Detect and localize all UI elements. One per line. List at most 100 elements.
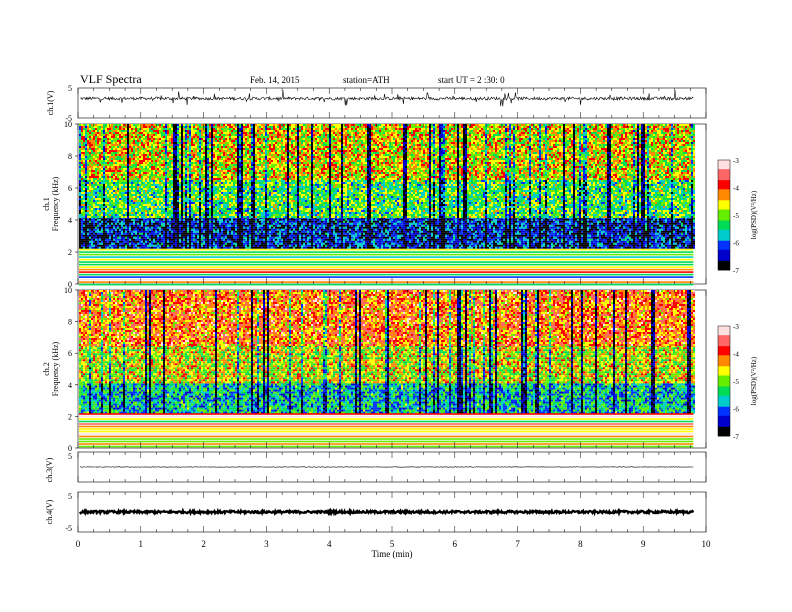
spectrogram-cell (99, 172, 101, 174)
spectrogram-cell (85, 192, 87, 194)
spectrogram-cell (95, 154, 97, 156)
spectrogram-cell (87, 239, 89, 241)
spectrogram-cell (93, 166, 95, 168)
spectrogram-cell (87, 247, 89, 249)
spectrogram-cell (97, 208, 99, 210)
spectrogram-cell (103, 150, 105, 152)
spectrogram-cell (87, 214, 89, 216)
spectrogram-cell (97, 126, 99, 128)
spectrogram-cell (89, 152, 91, 154)
spectrogram-cell (95, 148, 97, 150)
spectrogram-cell (103, 180, 105, 182)
spectrogram-cell (101, 144, 103, 146)
spectrogram-cell (103, 164, 105, 166)
spectrogram-cell (93, 178, 95, 180)
spectrogram-cell (105, 132, 107, 134)
spectrogram-cell (83, 170, 85, 172)
spectrogram-cell (83, 247, 85, 249)
spectrogram-cell (87, 208, 89, 210)
spectrogram-cell (81, 134, 83, 136)
spectrogram-cell (103, 130, 105, 132)
spectrogram-cell (81, 194, 83, 196)
spectrogram-cell (101, 208, 103, 210)
spectrogram-cell (93, 243, 95, 245)
spectrogram-cell (85, 200, 87, 202)
spectrogram-cell (89, 239, 91, 241)
spectrogram-cell (81, 196, 83, 198)
spectrogram-cell (101, 198, 103, 200)
spectrogram-cell (79, 134, 81, 136)
spectrogram-cell (99, 200, 101, 202)
spectrogram-cell (93, 174, 95, 176)
spectrogram-cell (103, 210, 105, 212)
spectrogram-cell (85, 247, 87, 249)
spectrogram-cell (79, 237, 81, 239)
spectrogram-cell (105, 184, 107, 186)
spectrogram-cell (91, 235, 93, 237)
spectrogram-cell (103, 229, 105, 231)
spectrogram-cell (91, 184, 93, 186)
spectrogram-cell (91, 210, 93, 212)
spectrogram-cell (101, 130, 103, 132)
spectrogram-cell (89, 188, 91, 190)
spectrogram-cell (83, 158, 85, 160)
spectrogram-cell (103, 156, 105, 158)
spectrogram-cell (81, 182, 83, 184)
spectrogram-cell (97, 138, 99, 140)
spectrogram-cell (95, 227, 97, 229)
spectrogram-cell (81, 243, 83, 245)
spectrogram-cell (89, 146, 91, 148)
spectrogram-cell (81, 132, 83, 134)
spectrogram-cell (105, 196, 107, 198)
spectrogram-cell (89, 247, 91, 249)
spectrogram-cell (105, 186, 107, 188)
spectrogram-cell (85, 128, 87, 130)
spectrogram-cell (93, 227, 95, 229)
spectrogram-cell (101, 186, 103, 188)
spectrogram-cell (81, 168, 83, 170)
spectrogram-cell (93, 124, 95, 126)
spectrogram-cell (91, 198, 93, 200)
spectrogram-cell (95, 172, 97, 174)
spectrogram-cell (81, 166, 83, 168)
spectrogram-cell (93, 196, 95, 198)
spectrogram-cell (103, 136, 105, 138)
spectrogram-cell (105, 190, 107, 192)
spectrogram-cell (105, 216, 107, 218)
spectrogram-cell (103, 216, 105, 218)
spectrogram-cell (81, 164, 83, 166)
spectrogram-cell (91, 170, 93, 172)
spectrogram-cell (99, 126, 101, 128)
spectrogram-cell (83, 188, 85, 190)
spectrogram-cell (97, 140, 99, 142)
spectrogram-cell (99, 138, 101, 140)
spectrogram-cell (101, 227, 103, 229)
spectrogram-cell (95, 166, 97, 168)
spectrogram-cell (95, 233, 97, 235)
spectrogram-cell (83, 142, 85, 144)
spectrogram-cell (103, 124, 105, 126)
spectrogram-cell (85, 178, 87, 180)
spectrogram-cell (83, 138, 85, 140)
spectrogram-cell (79, 156, 81, 158)
spectrogram-cell (81, 126, 83, 128)
spectrogram-cell (93, 221, 95, 223)
spectrogram-cell (81, 150, 83, 152)
spectrogram-cell (101, 134, 103, 136)
spectrogram-cell (103, 233, 105, 235)
spectrogram-cell (85, 146, 87, 148)
spectrogram-cell (79, 166, 81, 168)
spectrogram-cell (93, 247, 95, 249)
spectrogram-cell (87, 184, 89, 186)
spectrogram-cell (81, 206, 83, 208)
spectrogram-cell (103, 178, 105, 180)
spectrogram-cell (103, 212, 105, 214)
spectrogram-cell (99, 132, 101, 134)
spectrogram-cell (91, 204, 93, 206)
spectrogram-cell (95, 237, 97, 239)
spectrogram-cell (81, 216, 83, 218)
spectrogram-cell (79, 216, 81, 218)
spectrogram-cell (79, 162, 81, 164)
spectrogram-cell (101, 140, 103, 142)
spectrogram-cell (79, 136, 81, 138)
